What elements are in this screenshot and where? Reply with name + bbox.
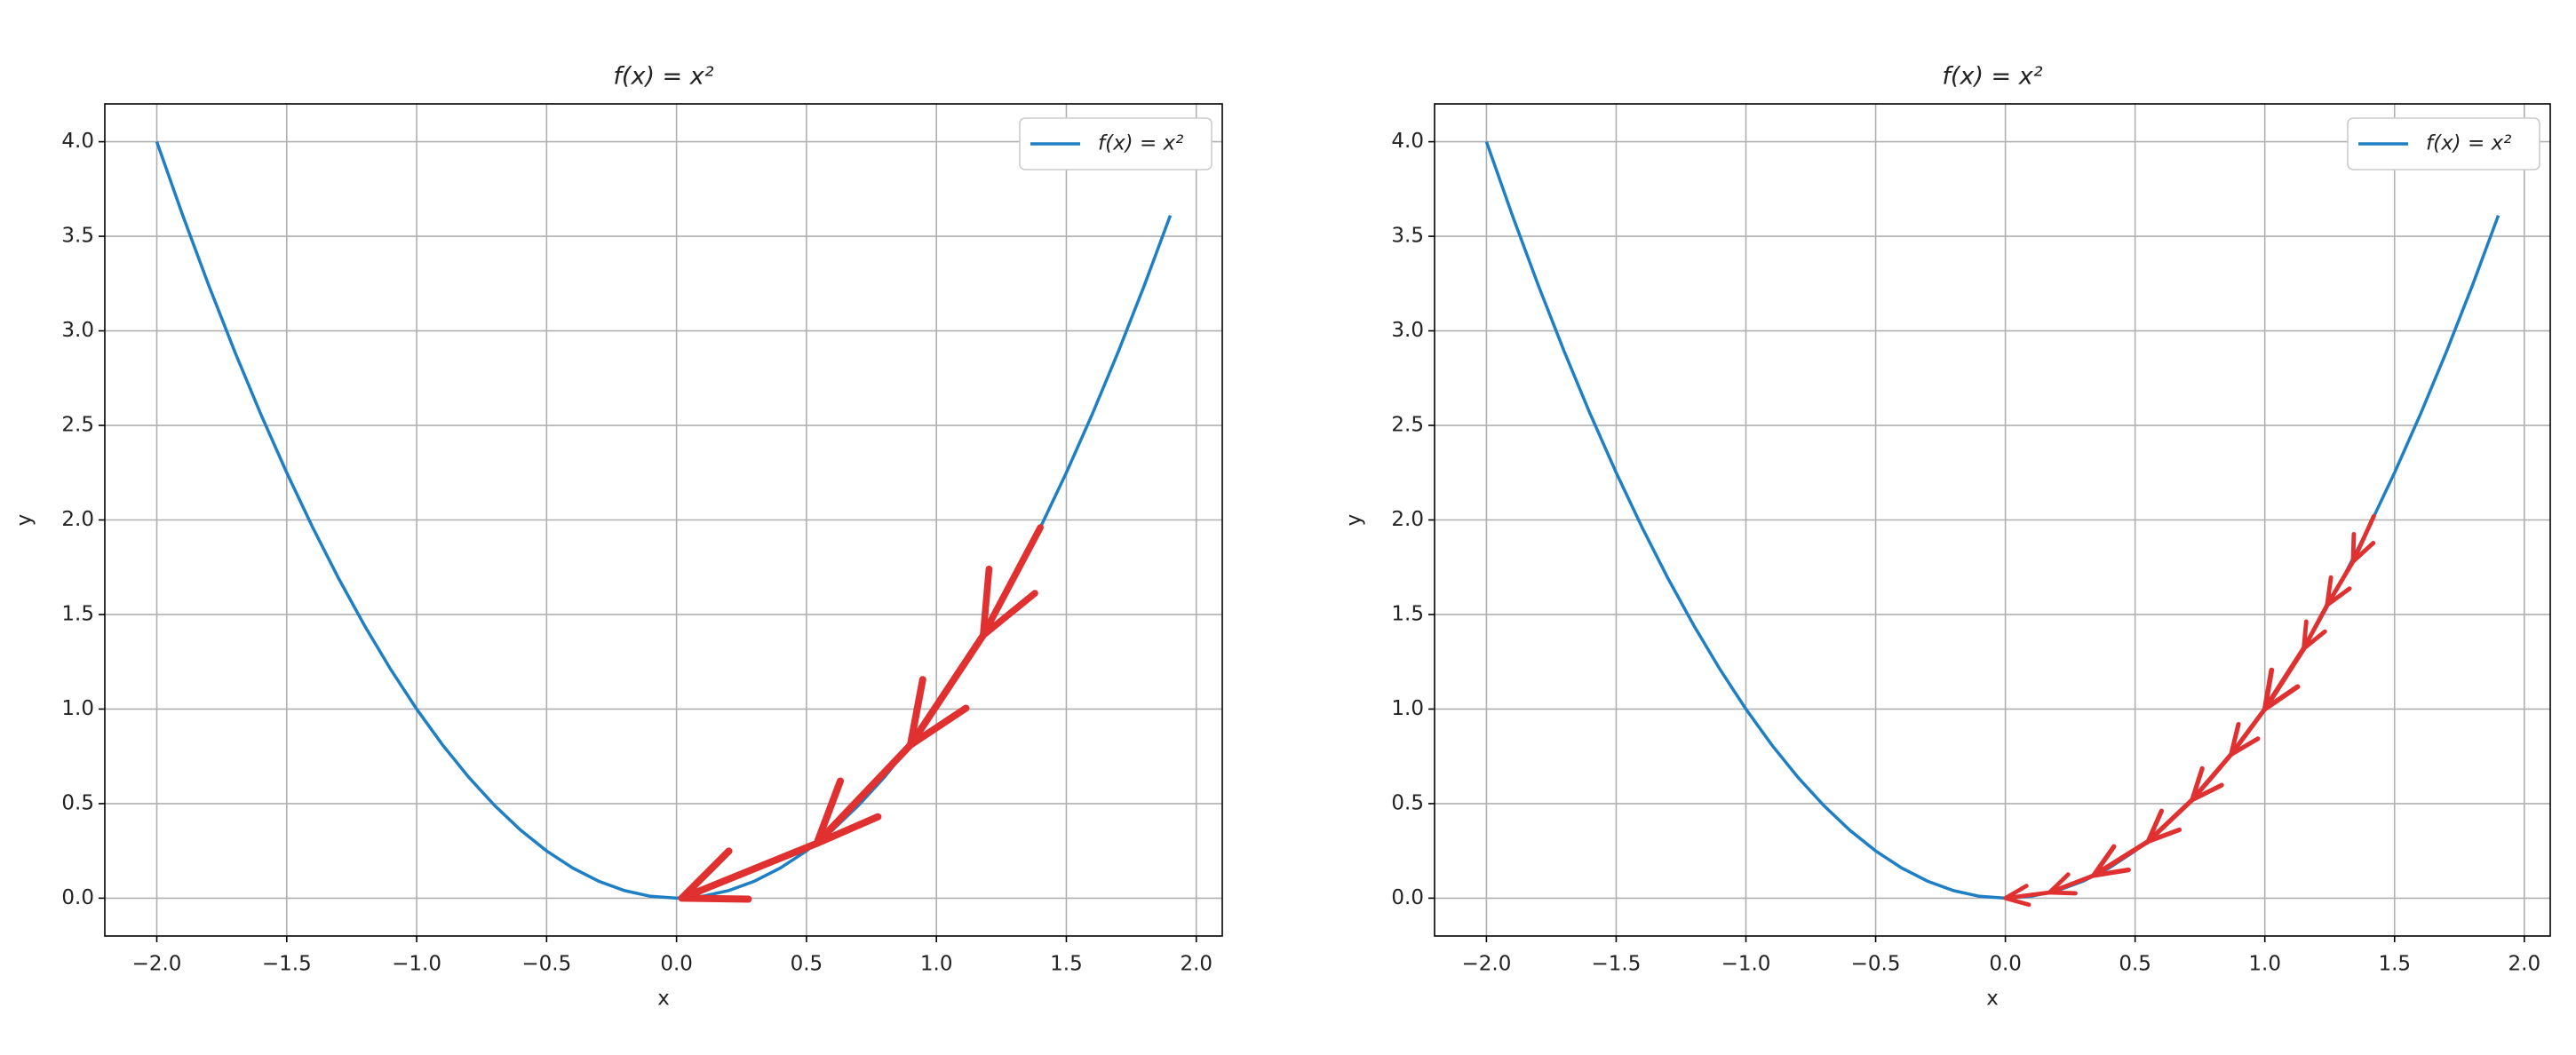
arrow-shape xyxy=(2190,751,2234,803)
x-axis-label: x xyxy=(657,988,670,1011)
x-tick-label: −0.5 xyxy=(1851,953,1901,976)
y-tick-label: 2.5 xyxy=(1391,414,1424,437)
axes-frame xyxy=(104,103,1223,937)
arrow-shape xyxy=(2047,872,2096,896)
y-tick-label: 1.5 xyxy=(61,602,94,625)
axes: −2.0 −1.5 −1.0 −0.5 0.0 0.5 1.0 1.5 2.0 0.0 0.5 1.0… xyxy=(13,63,1223,1011)
chart-title: f(x) = x² xyxy=(613,63,713,91)
arrow xyxy=(2091,838,2151,878)
y-tick-label: 3.0 xyxy=(1391,319,1424,342)
arrow-shape xyxy=(2091,838,2151,878)
arrow xyxy=(2325,559,2356,607)
y-tick-label: 2.0 xyxy=(61,508,94,531)
arrow xyxy=(2145,797,2195,845)
x-tick-label: −1.0 xyxy=(1721,953,1771,976)
arrow xyxy=(678,839,821,903)
arrow-shape xyxy=(2003,884,2052,908)
y-axis-label: y xyxy=(1343,514,1366,527)
arrow-shape xyxy=(813,741,914,847)
axes: −2.0 −1.5 −1.0 −0.5 0.0 0.5 1.0 1.5 2.0 0.0 0.5 1.0… xyxy=(1343,63,2551,1011)
y-tick-label: 0.5 xyxy=(61,791,94,814)
y-axis-label: y xyxy=(13,514,36,527)
y-tick-label: 0.5 xyxy=(1391,791,1424,814)
arrow-shape xyxy=(2262,646,2307,712)
x-tick-label: 2.0 xyxy=(2508,953,2541,976)
y-tick-label: 1.0 xyxy=(61,697,94,720)
x-tick-label: −1.5 xyxy=(1592,953,1642,976)
legend: f(x) = x² xyxy=(1019,117,1212,171)
y-tick-label: 1.0 xyxy=(1391,697,1424,720)
arrow xyxy=(2262,646,2307,712)
arrow xyxy=(2302,602,2330,651)
x-tick-label: 2.0 xyxy=(1180,953,1212,976)
x-axis-label: x xyxy=(1986,988,1999,1011)
x-tick-label: 1.5 xyxy=(1050,953,1083,976)
arrow-shape xyxy=(678,839,821,903)
x-tick-label: 0.0 xyxy=(1989,953,2022,976)
arrow-shape xyxy=(2302,602,2330,651)
arrow xyxy=(2003,884,2052,908)
arrow xyxy=(906,631,987,749)
x-tick-label: −1.0 xyxy=(392,953,441,976)
legend-label: f(x) = x² xyxy=(1098,132,1183,155)
y-tick-label: 3.5 xyxy=(61,225,94,248)
x-tick-label: −0.5 xyxy=(521,953,571,976)
arrow-shape xyxy=(980,524,1044,639)
arrow xyxy=(2190,751,2234,803)
y-tick-label: 2.0 xyxy=(1391,508,1424,531)
arrow-shape xyxy=(2350,513,2376,564)
y-tick-label: 3.0 xyxy=(61,319,94,342)
legend-box xyxy=(2347,117,2540,171)
axes-frame xyxy=(1434,103,2551,937)
x-tick-label: 0.5 xyxy=(2119,953,2151,976)
legend-label: f(x) = x² xyxy=(2426,132,2511,155)
arrow-shape xyxy=(2145,797,2195,845)
arrow xyxy=(2229,706,2268,758)
x-tick-label: −2.0 xyxy=(132,953,182,976)
arrow-shape xyxy=(906,631,987,749)
arrow-shape xyxy=(2229,706,2268,758)
y-tick-label: 2.5 xyxy=(61,414,94,437)
x-tick-label: 1.5 xyxy=(2378,953,2411,976)
chart-title: f(x) = x² xyxy=(1942,63,2042,91)
y-tick-label: 4.0 xyxy=(61,130,94,153)
arrow xyxy=(813,741,914,847)
x-tick-label: 0.0 xyxy=(660,953,693,976)
legend: f(x) = x² xyxy=(2347,117,2540,171)
x-tick-label: 1.0 xyxy=(2248,953,2281,976)
x-tick-label: −1.5 xyxy=(262,953,312,976)
x-tick-label: −2.0 xyxy=(1461,953,1511,976)
x-tick-label: 0.5 xyxy=(791,953,823,976)
y-tick-label: 1.5 xyxy=(1391,602,1424,625)
y-tick-label: 4.0 xyxy=(1391,130,1424,153)
y-tick-label: 3.5 xyxy=(1391,225,1424,248)
arrow xyxy=(980,524,1044,639)
arrow-shape xyxy=(2325,559,2356,607)
arrow xyxy=(2350,513,2376,564)
arrow xyxy=(2047,872,2096,896)
y-tick-label: 0.0 xyxy=(61,886,94,909)
x-tick-label: 1.0 xyxy=(920,953,953,976)
y-tick-label: 0.0 xyxy=(1391,886,1424,909)
legend-box xyxy=(1019,117,1212,171)
